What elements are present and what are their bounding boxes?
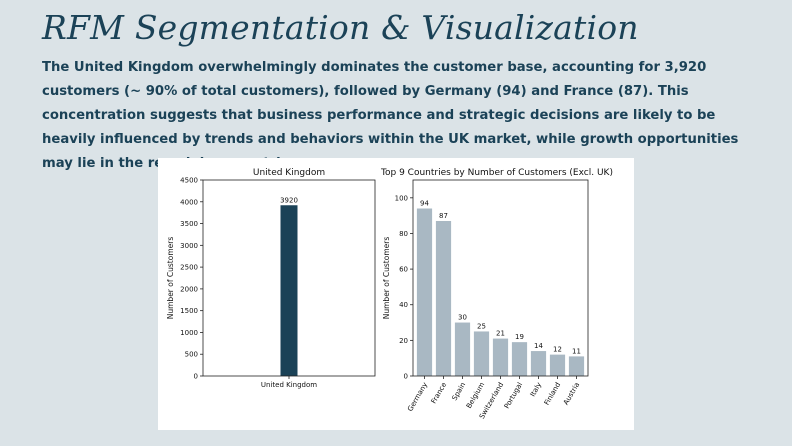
bar-value-label: 87 bbox=[439, 212, 448, 220]
chart-uk-ylabel: Number of Customers bbox=[166, 237, 175, 320]
chart-uk-title: United Kingdom bbox=[253, 168, 325, 178]
charts-svg: United Kingdom Number of Customers 0 500 1… bbox=[166, 168, 613, 420]
chart-top9: Top 9 Countries by Number of Customers (… bbox=[380, 168, 613, 420]
x-tick-label: France bbox=[430, 381, 449, 405]
page-title: RFM Segmentation & Visualization bbox=[42, 8, 639, 47]
chart-uk-frame bbox=[202, 179, 376, 377]
y-tick-label: 2000 bbox=[180, 285, 198, 293]
bar-value-label: 21 bbox=[496, 330, 505, 338]
chart-top9-yaxis: 0 20 40 60 80 100 bbox=[395, 194, 413, 381]
bar-value-label: 14 bbox=[534, 342, 543, 350]
bar-value-label: 19 bbox=[515, 333, 524, 341]
chart-top9-frame bbox=[412, 179, 589, 377]
chart-uk-yaxis: 0 500 1000 1500 2000 2500 3000 3500 4000 4500 bbox=[180, 177, 203, 381]
y-tick-label: 100 bbox=[395, 194, 408, 202]
chart-top9-title: Top 9 Countries by Number of Customers (… bbox=[380, 168, 613, 178]
y-tick-label: 3000 bbox=[180, 242, 198, 250]
y-tick-label: 0 bbox=[404, 373, 408, 381]
y-tick-label: 1000 bbox=[180, 329, 198, 337]
x-tick-label: Finland bbox=[543, 381, 562, 407]
chart-uk-bars: 3920 United Kingdom bbox=[261, 196, 317, 389]
x-tick-label: Italy bbox=[529, 381, 544, 398]
bar bbox=[549, 354, 566, 376]
bar-value-label: 12 bbox=[553, 346, 562, 354]
bar-value-label: 25 bbox=[477, 322, 486, 330]
y-tick-label: 2500 bbox=[180, 264, 198, 272]
bar bbox=[530, 351, 547, 376]
bar bbox=[416, 208, 433, 376]
bar-value-label: 94 bbox=[420, 200, 429, 208]
chart-uk: United Kingdom Number of Customers 0 500 1… bbox=[166, 168, 376, 389]
bar bbox=[454, 322, 471, 376]
y-tick-label: 20 bbox=[399, 337, 408, 345]
bar-value-label: 11 bbox=[572, 347, 581, 355]
bar bbox=[492, 338, 509, 376]
y-tick-label: 1500 bbox=[180, 307, 198, 315]
bar-value-label: 3920 bbox=[280, 196, 298, 204]
page-description: The United Kingdom overwhelmingly domina… bbox=[42, 60, 739, 171]
y-tick-label: 500 bbox=[185, 351, 198, 359]
bar bbox=[280, 205, 298, 376]
chart-top9-bars: 94Germany87France30Spain25Belgium21Switz… bbox=[406, 200, 585, 420]
bar bbox=[511, 342, 528, 376]
x-tick-label: Germany bbox=[406, 381, 429, 413]
x-tick-label: United Kingdom bbox=[261, 381, 317, 389]
x-tick-label: Spain bbox=[451, 381, 468, 402]
x-tick-label: Portugal bbox=[503, 381, 524, 410]
bar bbox=[435, 220, 452, 376]
y-tick-label: 0 bbox=[194, 373, 198, 381]
y-tick-label: 3500 bbox=[180, 220, 198, 228]
y-tick-label: 60 bbox=[399, 266, 408, 274]
y-tick-label: 4000 bbox=[180, 198, 198, 206]
chart-figure: United Kingdom Number of Customers 0 500 1… bbox=[158, 158, 634, 430]
y-tick-label: 40 bbox=[399, 301, 408, 309]
y-tick-label: 80 bbox=[399, 230, 408, 238]
y-tick-label: 4500 bbox=[180, 177, 198, 185]
bar bbox=[473, 331, 490, 376]
x-tick-label: Austria bbox=[562, 381, 581, 406]
chart-top9-ylabel: Number of Customers bbox=[382, 237, 391, 320]
bar bbox=[568, 356, 585, 376]
bar-value-label: 30 bbox=[458, 314, 467, 322]
